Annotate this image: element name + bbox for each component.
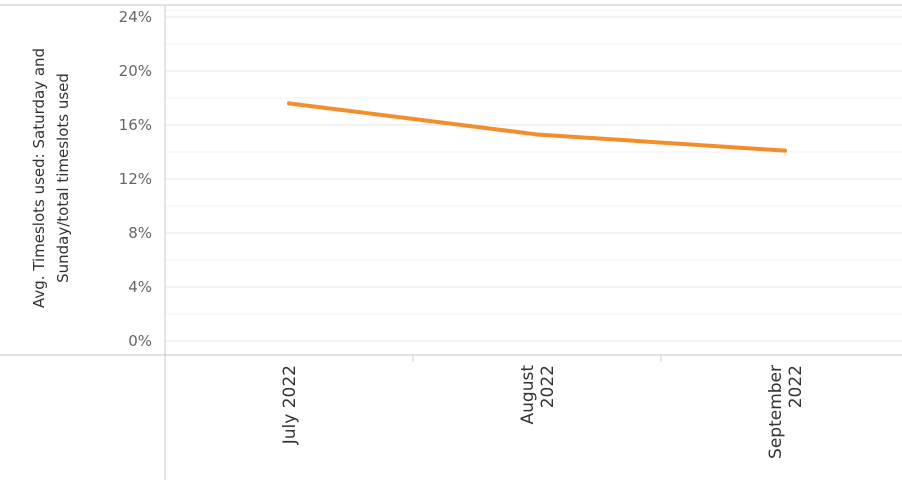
x-category-label-line: August [518,365,538,425]
y-tick-label: 20% [119,62,152,80]
axes [0,4,902,480]
x-category-label: July 2022 [280,365,300,445]
data-point [783,148,787,153]
data-point [535,132,539,137]
y-axis-title-line: Avg. Timeslots used: Saturday and [30,48,48,308]
y-tick-label: 0% [128,332,152,350]
data-point [287,101,291,106]
y-tick-label: 4% [128,278,152,296]
y-tick-label: 24% [119,8,152,26]
y-axis-title-line: Sunday/total timeslots used [54,73,72,283]
series-line [287,101,787,153]
x-category-label: September 2022 [766,365,806,459]
y-axis-title: Avg. Timeslots used: Saturday and Sunday/… [30,48,72,308]
x-axis-categories: July 2022 August 2022 September 2022 [280,365,806,459]
y-tick-label: 8% [128,224,152,242]
y-tick-label: 16% [119,116,152,134]
x-category-label-line: 2022 [538,365,558,408]
y-axis-ticks: 0% 4% 8% 12% 16% 20% 24% [119,8,152,350]
x-category-label-line: 2022 [786,365,806,408]
x-category-label-line: September [766,365,786,459]
gridlines [165,9,902,342]
x-category-label-line: July 2022 [280,365,300,445]
y-axis-title-group: Avg. Timeslots used: Saturday and Sunday/… [30,48,72,308]
y-tick-label: 12% [119,170,152,188]
x-category-label: August 2022 [518,365,558,425]
series-layer [287,101,787,153]
